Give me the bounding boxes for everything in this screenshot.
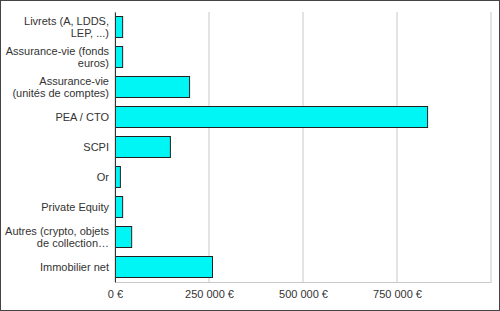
y-tick-label: Private Equity xyxy=(41,201,109,213)
y-tick: Assurance-vie(unités de comptes) xyxy=(12,75,115,99)
bar xyxy=(116,77,190,98)
y-tick-label: Immobilier net xyxy=(40,261,109,273)
bar xyxy=(116,17,123,38)
grid-line xyxy=(209,12,210,282)
bar xyxy=(116,257,213,278)
y-axis-line xyxy=(115,13,116,283)
bar xyxy=(116,197,123,218)
x-axis-line xyxy=(116,282,492,283)
x-tick: 250 000 € xyxy=(185,282,234,300)
y-tick-label: Assurance-vie (fondseuros) xyxy=(6,45,110,69)
bar xyxy=(116,227,132,248)
x-tick: 750 000 € xyxy=(373,282,422,300)
y-tick-label: Assurance-vie(unités de comptes) xyxy=(12,75,109,99)
x-tick-label: 250 000 € xyxy=(185,288,234,300)
y-tick: SCPI xyxy=(83,141,115,153)
x-tick-label: 500 000 € xyxy=(279,288,328,300)
plot: 0 € 250 000 € 500 000 € 750 000 € Livrets (A… xyxy=(5,12,491,300)
x-tick-label: 0 € xyxy=(108,288,123,300)
y-tick: Livrets (A, LDDS,LEP, ...) xyxy=(24,15,115,39)
y-tick-label: PEA / CTO xyxy=(55,111,109,123)
x-tick: 500 000 € xyxy=(279,282,328,300)
y-tick: Immobilier net xyxy=(40,261,115,273)
bar xyxy=(116,107,428,128)
y-tick-label: Livrets (A, LDDS,LEP, ...) xyxy=(24,15,109,39)
y-tick: Autres (crypto, objetsde collection… xyxy=(5,225,115,249)
y-tick-label: SCPI xyxy=(83,141,109,153)
range-end-line xyxy=(491,12,492,282)
grid xyxy=(115,12,397,282)
x-tick-label: 750 000 € xyxy=(373,288,422,300)
grid-line xyxy=(115,12,116,282)
y-tick: Or xyxy=(97,171,115,183)
y-tick: PEA / CTO xyxy=(55,111,115,123)
bars xyxy=(116,17,428,278)
x-axis: 0 € 250 000 € 500 000 € 750 000 € xyxy=(108,282,492,300)
y-tick: Assurance-vie (fondseuros) xyxy=(6,45,115,69)
bar xyxy=(116,137,171,158)
grid-line xyxy=(303,12,304,282)
frame xyxy=(1,1,500,311)
y-axis: Livrets (A, LDDS,LEP, ...) Assurance-vie … xyxy=(5,13,115,283)
y-tick-label: Or xyxy=(97,171,110,183)
bar xyxy=(116,47,123,68)
bar xyxy=(116,167,121,188)
y-tick: Private Equity xyxy=(41,201,115,213)
chart: 0 € 250 000 € 500 000 € 750 000 € Livrets (A… xyxy=(0,0,500,311)
y-tick-label: Autres (crypto, objetsde collection… xyxy=(5,225,109,249)
x-tick: 0 € xyxy=(108,282,123,300)
grid-line xyxy=(397,12,398,282)
